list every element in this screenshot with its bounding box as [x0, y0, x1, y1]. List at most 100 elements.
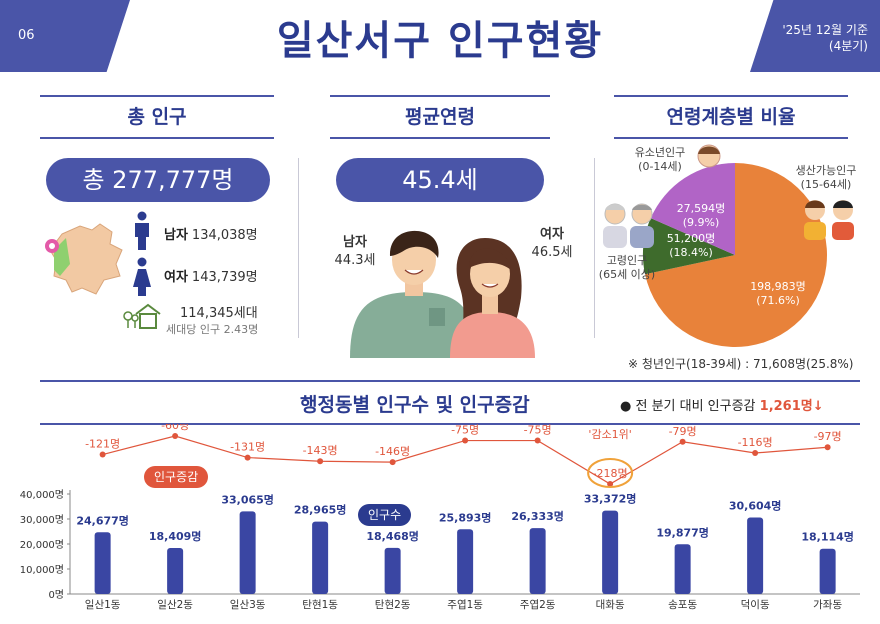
- x-tick-label: 대화동: [596, 599, 625, 611]
- male-count: 남자 134,038명: [164, 224, 258, 243]
- population-bar: [602, 510, 619, 594]
- change-point-label: -75명: [451, 424, 479, 437]
- change-point: [824, 444, 831, 451]
- youth-label: 유소년인구: [634, 146, 686, 159]
- page-title: 일산서구 인구현황: [276, 18, 604, 64]
- population-bar-label: 28,965명: [294, 503, 347, 517]
- elderly-label: 고령인구: [606, 254, 648, 267]
- population-bar: [457, 529, 474, 594]
- population-bar-label: 18,114명: [801, 530, 854, 544]
- total-change-value: 1,261명↓: [759, 399, 824, 414]
- household-count: 114,345세대: [180, 306, 258, 321]
- male-age-label: 남자: [343, 235, 367, 250]
- change-point-label: -143명: [303, 444, 338, 457]
- district-map-icon: [45, 223, 123, 295]
- change-point: [752, 450, 759, 457]
- elderly-legend: 고령인구 (65세 이상): [592, 254, 662, 282]
- x-tick-label: 송포동: [668, 599, 697, 611]
- population-bar-label: 33,372명: [584, 492, 637, 506]
- x-tick-label: 가좌동: [813, 599, 842, 611]
- child-icon: [697, 144, 721, 168]
- district-population-chart: 0명 10,000명 20,000명 30,000명 40,000명 24,677명일산1…: [20, 424, 860, 611]
- change-point-label: -121명: [85, 438, 120, 451]
- female-icon: [133, 257, 151, 296]
- divider: [40, 380, 860, 382]
- youth-population-note: ※ 청년인구(18-39세) : 71,608명(25.8%): [628, 357, 854, 371]
- section-header-total: 총 인구: [40, 95, 274, 139]
- population-bar-label: 25,893명: [439, 510, 492, 524]
- change-point: [534, 437, 541, 444]
- elderly-slice-label: 51,200명 (18.4%): [648, 232, 734, 260]
- change-point: [172, 433, 179, 439]
- population-bar: [529, 528, 546, 594]
- total-population-pill: 총 277,777명: [46, 158, 270, 202]
- working-label: 생산가능인구: [795, 164, 857, 177]
- top-decrease-label: '감소1위': [588, 428, 631, 441]
- elderly-range: (65세 이상): [598, 268, 656, 281]
- average-age-pill: 45.4세: [336, 158, 544, 202]
- header-left-band: [0, 0, 130, 72]
- population-bar: [674, 544, 691, 594]
- change-point: [317, 458, 324, 465]
- change-point-label: -75명: [524, 424, 552, 437]
- working-legend: 생산가능인구 (15-64세): [782, 164, 870, 192]
- x-tick-label: 주엽2동: [520, 599, 556, 611]
- change-point-label: -60명: [161, 424, 189, 432]
- y-tick-label: 30,000명: [20, 514, 64, 526]
- working-slice-label: 198,983명 (71.6%): [730, 280, 826, 308]
- population-series-tag: 인구수: [358, 504, 412, 526]
- divider: [298, 158, 299, 338]
- young-people-icon: [804, 200, 854, 240]
- change-point: [99, 451, 106, 458]
- reference-date-line2: (4분기): [828, 39, 868, 53]
- change-point-label: -131명: [230, 441, 265, 454]
- population-bar: [94, 532, 111, 594]
- section-title-avg-age: 평균연령: [405, 106, 475, 128]
- page-number: 06: [18, 28, 35, 43]
- y-tick-label: 10,000명: [20, 564, 64, 576]
- x-tick-label: 일산2동: [157, 598, 193, 611]
- section-title-ratio: 연령계층별 비율: [666, 106, 796, 128]
- top-decrease-highlight: [587, 458, 634, 488]
- section-title-total: 총 인구: [127, 106, 187, 128]
- population-bar: [747, 517, 764, 594]
- population-bar: [239, 511, 256, 594]
- change-point: [244, 454, 251, 461]
- female-count: 여자 143,739명: [164, 266, 258, 285]
- youth-range: (0-14세): [638, 160, 682, 173]
- change-point: [389, 459, 396, 466]
- age-ratio-pie: [643, 163, 827, 347]
- section-header-avg-age: 평균연령: [330, 95, 550, 139]
- x-tick-label: 탄현1동: [302, 599, 338, 611]
- working-pct: (71.6%): [756, 294, 800, 307]
- couple-illustration: [350, 230, 535, 358]
- divider: [594, 158, 595, 338]
- female-value: 143,739명: [191, 270, 258, 285]
- reference-date: '25년 12월 기준 (4분기): [768, 22, 868, 54]
- female-age-label: 여자: [540, 227, 564, 242]
- change-series-tag: 인구증감: [144, 466, 209, 488]
- population-bar: [312, 521, 329, 594]
- x-tick-label: 일산1동: [85, 598, 121, 611]
- female-age-value: 46.5세: [531, 245, 573, 260]
- female-age: 여자 46.5세: [524, 226, 580, 262]
- population-bar: [819, 548, 836, 594]
- change-point-label: -218명: [593, 467, 628, 480]
- header-right-band: [750, 0, 880, 72]
- change-point: [679, 438, 686, 445]
- x-tick-label: 덕이동: [741, 599, 770, 611]
- working-age-slice: [645, 163, 827, 347]
- total-change-note: ● 전 분기 대비 인구증감 1,261명↓: [620, 395, 824, 414]
- change-point-label: -79명: [669, 425, 697, 438]
- y-tick-label: 0명: [48, 589, 64, 601]
- population-bar-label: 24,677명: [76, 513, 129, 527]
- youth-pct: (9.9%): [682, 216, 720, 229]
- persons-per-household: 세대당 인구 2.43명: [166, 323, 259, 336]
- divider: [40, 423, 860, 425]
- elderly-pct: (18.4%): [669, 246, 713, 259]
- change-point-label: -146명: [375, 445, 410, 458]
- population-bar-label: 30,604명: [729, 498, 782, 512]
- section-header-ratio: 연령계층별 비율: [614, 95, 848, 139]
- household-icon: [123, 303, 161, 329]
- elderly-value: 51,200명: [666, 232, 716, 245]
